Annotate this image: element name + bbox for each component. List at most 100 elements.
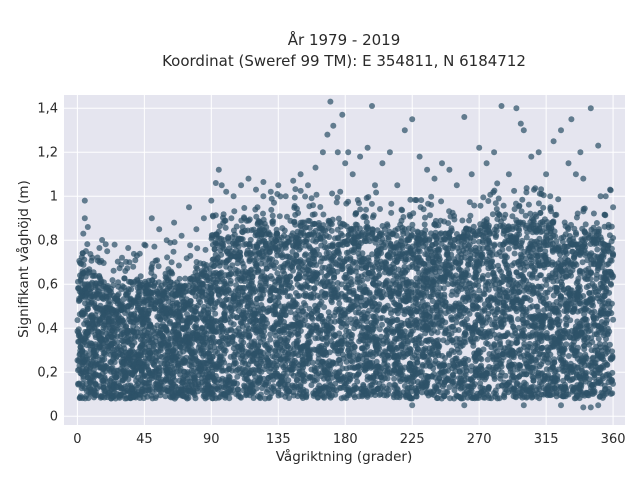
scatter-point (141, 332, 148, 339)
scatter-point (363, 230, 370, 237)
scatter-point (91, 291, 97, 298)
scatter-point (222, 224, 229, 231)
scatter-point (174, 361, 181, 367)
scatter-point (259, 385, 266, 392)
scatter-point (181, 283, 188, 290)
scatter-point (289, 321, 296, 328)
scatter-point (280, 353, 287, 360)
scatter-point (159, 332, 166, 339)
scatter-point (226, 296, 233, 303)
scatter-point (286, 273, 293, 280)
scatter-point (230, 361, 237, 368)
scatter-point (141, 299, 148, 305)
scatter-point (221, 312, 228, 319)
scatter-point (227, 313, 234, 320)
scatter-point (115, 313, 122, 320)
scatter-point (187, 306, 194, 313)
scatter-point (300, 389, 307, 396)
scatter-point (351, 365, 358, 372)
scatter-point (187, 298, 194, 305)
scatter-point (84, 290, 91, 297)
scatter-point (362, 365, 369, 372)
scatter-point (137, 281, 144, 288)
scatter-point (86, 269, 93, 275)
scatter-point (302, 293, 309, 300)
scatter-point (323, 244, 330, 251)
scatter-point (390, 394, 397, 401)
scatter-point (255, 377, 262, 384)
scatter-point (415, 254, 422, 261)
scatter-point (325, 224, 332, 231)
scatter-point (130, 263, 137, 270)
scatter-point (281, 232, 287, 239)
scatter-point (352, 231, 359, 237)
scatter-point (142, 280, 149, 287)
scatter-point (215, 286, 222, 293)
scatter-point (102, 241, 109, 248)
scatter-point (233, 282, 240, 289)
scatter-point (198, 375, 205, 381)
scatter-point (323, 250, 330, 257)
scatter-point (321, 255, 328, 262)
scatter-point (330, 274, 337, 281)
scatter-point (362, 286, 369, 293)
scatter-point (288, 331, 295, 338)
scatter-point (294, 314, 301, 320)
scatter-point (267, 331, 274, 338)
scatter-point (294, 275, 301, 281)
scatter-point (281, 270, 288, 277)
scatter-point (231, 238, 238, 245)
scatter-point (276, 294, 283, 301)
scatter-point (274, 230, 281, 237)
scatter-point (168, 285, 175, 292)
scatter-point (255, 366, 262, 373)
scatter-point (129, 314, 136, 321)
scatter-point (355, 245, 362, 252)
scatter-point (211, 304, 218, 311)
scatter-point (305, 262, 312, 269)
scatter-point (434, 292, 441, 298)
scatter-point (261, 366, 268, 373)
scatter-point (328, 255, 335, 262)
scatter-point (293, 290, 299, 296)
scatter-point (360, 214, 367, 221)
scatter-point (93, 347, 100, 354)
scatter-point (175, 262, 182, 269)
chart-subtitle: Koordinat (Sweref 99 TM): E 354811, N 61… (162, 52, 526, 70)
scatter-point (133, 382, 140, 389)
scatter-point (111, 372, 118, 379)
scatter-point (358, 329, 365, 336)
scatter-point (145, 367, 152, 374)
scatter-point (354, 276, 361, 283)
scatter-point (92, 341, 99, 348)
scatter-point (211, 375, 218, 382)
scatter-point (347, 316, 354, 323)
scatter-point (256, 394, 263, 401)
scatter-point (114, 298, 121, 304)
scatter-point (284, 253, 291, 260)
scatter-point (355, 355, 362, 362)
scatter-point (219, 337, 226, 344)
scatter-point (324, 339, 331, 346)
scatter-point (267, 263, 273, 270)
scatter-point (376, 326, 383, 333)
scatter-point (201, 391, 208, 398)
scatter-point (168, 259, 175, 266)
scatter-point (231, 253, 238, 260)
scatter-point (331, 250, 337, 256)
scatter-point (293, 239, 300, 246)
scatter-point (302, 270, 309, 277)
scatter-point (329, 386, 335, 393)
scatter-point (287, 345, 294, 352)
scatter-point (339, 263, 346, 270)
scatter-point (162, 274, 169, 281)
scatter-point (155, 314, 162, 321)
scatter-point (92, 361, 99, 368)
scatter-point (269, 218, 276, 225)
scatter-point (152, 395, 159, 401)
scatter-point (350, 290, 357, 296)
scatter-point (300, 239, 307, 246)
scatter-point (253, 350, 260, 356)
scatter-point (433, 259, 440, 266)
scatter-point (120, 368, 127, 375)
